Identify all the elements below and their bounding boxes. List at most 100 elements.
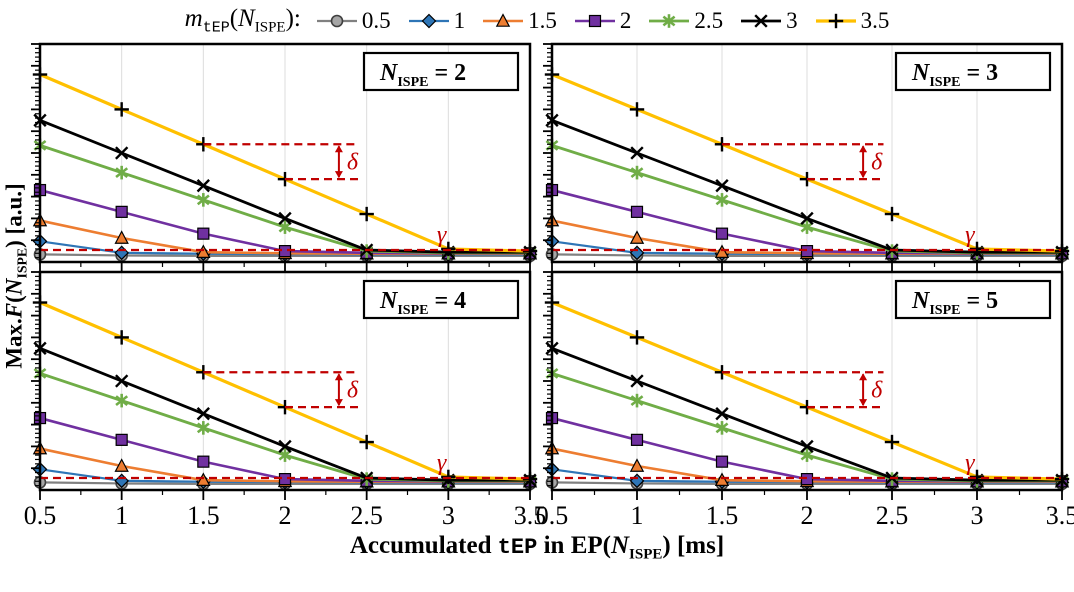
panel-nispe-5: γ δ 0.5 1 1.5 2 2.5 3 3.5 NISPE = 5	[536, 270, 1074, 530]
legend-entry-1.5: 1.5	[481, 8, 557, 34]
marker-x	[278, 439, 292, 454]
y-axis-close: ) [a.u.]	[1, 183, 27, 248]
marker-asterisk	[662, 14, 676, 28]
x-tick-label: 3	[971, 501, 984, 530]
legend-entries: 0.5 1 1.5 2 2.5 3 3.5	[315, 8, 890, 34]
x-axis-title: Accumulated tEP in EP(NISPE) [ms]	[0, 532, 1074, 563]
marker-triangle	[714, 472, 730, 486]
legend-title: mtEP(NISPE):	[185, 5, 301, 36]
gamma-annotation: γ	[40, 222, 530, 252]
marker-plus	[884, 434, 900, 450]
marker-square	[115, 205, 128, 218]
marker-x	[196, 407, 210, 421]
x-tick-label: 1.5	[187, 501, 220, 530]
marker-plus	[359, 206, 374, 222]
x-axis-close: ) [ms]	[662, 532, 725, 559]
marker-triangle	[629, 458, 645, 472]
svg-text:NISPE = 4: NISPE = 4	[379, 288, 466, 318]
marker-asterisk	[715, 193, 729, 207]
legend-marker-circle-icon	[316, 14, 357, 28]
marker-diamond	[421, 13, 436, 29]
marker-plus	[884, 206, 900, 222]
x-axis-n-subscript: ISPE	[629, 546, 663, 563]
y-axis-title-pre: Max.	[1, 318, 27, 369]
panel-title: NISPE = 2	[362, 51, 520, 92]
x-tick-label: 1.5	[706, 501, 739, 530]
gamma-label: γ	[965, 450, 975, 476]
panel-title: NISPE = 5	[894, 279, 1052, 320]
axis-ticks	[543, 271, 1063, 500]
marker-asterisk	[196, 193, 210, 207]
marker-square	[630, 205, 644, 218]
marker-asterisk	[115, 393, 129, 408]
marker-asterisk	[115, 165, 129, 180]
legend-entry-label: 3.5	[860, 8, 890, 33]
x-tick-label: 0.5	[24, 501, 57, 530]
legend-entry-label: 1	[453, 8, 466, 33]
legend-m-subscript: tEP	[202, 19, 230, 37]
legend-marker-x-icon	[741, 14, 782, 28]
marker-triangle	[196, 244, 211, 258]
legend-entry-label: 3	[786, 8, 798, 33]
legend-entry-label: 2	[619, 8, 632, 33]
marker-asterisk	[715, 421, 729, 435]
x-tick-label: 2	[279, 501, 292, 530]
marker-plus	[828, 13, 843, 29]
marker-asterisk	[630, 393, 644, 408]
y-axis-open-paren: (	[1, 295, 27, 303]
marker-triangle	[196, 472, 211, 486]
marker-circle	[330, 14, 344, 28]
marker-square	[115, 433, 128, 446]
axis-ticks	[31, 271, 531, 500]
legend-marker-triangle-icon	[483, 13, 524, 27]
delta-annotation: δ	[722, 143, 884, 181]
y-axis-n-symbol: N	[1, 278, 27, 296]
legend-entry-1: 1	[407, 8, 466, 34]
legend-marker-asterisk-icon	[649, 14, 690, 28]
marker-x	[715, 179, 729, 193]
legend-entry-2: 2	[573, 8, 632, 34]
gamma-label: γ	[965, 222, 975, 248]
legend-marker-plus-icon	[815, 13, 856, 29]
legend-entry-3.5: 3.5	[814, 8, 890, 34]
gamma-annotation: γ	[552, 222, 1062, 252]
delta-label: δ	[871, 378, 883, 404]
gamma-annotation: γ	[40, 450, 530, 480]
gamma-annotation: γ	[552, 450, 1062, 480]
gamma-label: γ	[437, 222, 447, 248]
marker-square	[630, 433, 644, 446]
panel-title: NISPE = 3	[894, 51, 1052, 92]
svg-text:NISPE = 5: NISPE = 5	[911, 288, 998, 318]
legend-marker-diamond-icon	[408, 13, 449, 29]
marker-asterisk	[278, 448, 292, 462]
x-tick-label: 2.5	[876, 501, 909, 530]
legend-entry-label: 2.5	[694, 8, 724, 33]
marker-plus	[114, 102, 129, 117]
marker-x	[278, 211, 292, 226]
x-axis-tep-mono: tEP	[497, 535, 538, 560]
x-tick-label: 0.5	[536, 501, 569, 530]
marker-asterisk	[196, 421, 210, 435]
legend-close-paren: ):	[285, 5, 301, 33]
delta-label: δ	[347, 378, 359, 404]
panel-title: NISPE = 4	[362, 279, 520, 320]
marker-triangle	[714, 244, 730, 258]
marker-square	[715, 227, 729, 240]
marker-triangle	[629, 230, 645, 244]
marker-x	[196, 179, 210, 193]
marker-triangle	[495, 13, 511, 27]
marker-square	[197, 227, 210, 240]
x-tick-label: 3	[442, 501, 455, 530]
marker-asterisk	[800, 448, 814, 462]
legend-n-symbol: N	[238, 5, 255, 33]
x-tick-label: 1	[631, 501, 644, 530]
legend-m-symbol: m	[184, 5, 203, 33]
marker-x	[115, 146, 129, 160]
marker-triangle	[114, 230, 129, 244]
marker-x	[800, 211, 814, 226]
x-tick-label: 1	[115, 501, 128, 530]
marker-asterisk	[278, 220, 292, 234]
marker-x	[800, 439, 814, 454]
y-axis-F-symbol: F	[1, 302, 27, 319]
